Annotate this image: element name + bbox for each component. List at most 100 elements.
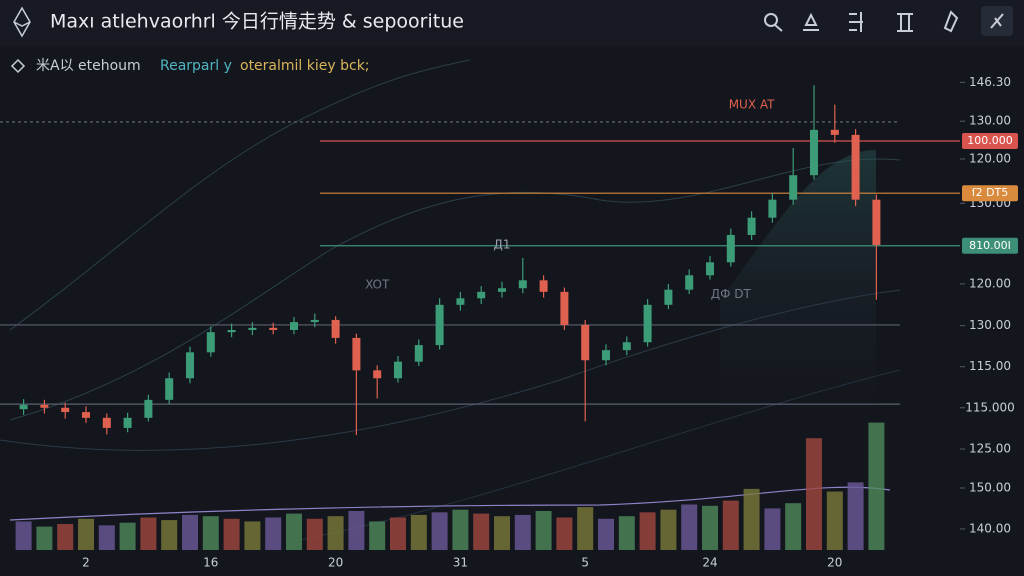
candle-body xyxy=(726,234,735,263)
candle-body xyxy=(186,352,194,379)
indicators-button[interactable] xyxy=(849,12,863,32)
volume-bar xyxy=(577,507,594,550)
annotation: Д1 xyxy=(493,238,510,252)
volume-bar xyxy=(390,517,406,550)
legend-values: oteralmil kiey bck; xyxy=(240,58,370,74)
volume-bar xyxy=(223,518,240,550)
volume-bar xyxy=(452,509,469,550)
volume-bar xyxy=(598,518,614,550)
candle-body xyxy=(165,378,174,400)
level-label: 810.00I xyxy=(969,239,1011,252)
candle-body xyxy=(664,289,673,305)
y-tick-label: 115.000 xyxy=(965,400,1015,414)
candle-body xyxy=(706,262,714,276)
x-tick-label: 16 xyxy=(203,556,218,570)
volume-bar xyxy=(119,522,136,550)
toolbar-icons xyxy=(764,6,1013,36)
x-tick-label: 24 xyxy=(702,556,717,570)
annotation: XOT xyxy=(365,278,390,292)
candle-body xyxy=(768,199,777,218)
volume-bar xyxy=(410,514,427,550)
candle-body xyxy=(581,324,590,361)
candle-body xyxy=(435,304,444,346)
y2-tick-label: 150.00 xyxy=(969,480,1011,494)
volume-bar xyxy=(847,482,864,550)
y-tick-label: 120.00 xyxy=(969,276,1011,290)
candle-body xyxy=(227,330,236,333)
volume-bar xyxy=(244,521,261,550)
level-label: 100.000 xyxy=(967,134,1013,147)
candle-body xyxy=(352,337,361,371)
candle-body xyxy=(102,417,111,428)
volume-bar xyxy=(722,500,739,550)
candle-body xyxy=(206,332,215,353)
volume-bar xyxy=(826,491,843,550)
volume-bar xyxy=(764,508,781,550)
x-tick-label: 31 xyxy=(453,556,468,570)
volume-average xyxy=(9,486,891,521)
candle-body xyxy=(310,319,319,323)
candle-body xyxy=(82,412,90,418)
y2-tick-label: 125.00 xyxy=(969,441,1011,455)
candle-body xyxy=(789,175,798,200)
candle-body xyxy=(248,327,257,330)
highlight-area xyxy=(720,150,876,420)
candle-body xyxy=(498,288,506,292)
y-tick-label: 120.00 xyxy=(969,152,1011,166)
alert-button[interactable] xyxy=(943,10,959,33)
volume-bar xyxy=(806,438,822,550)
legend-indicator: Rearparl y xyxy=(160,58,232,74)
volume-bar xyxy=(868,422,885,550)
candle-body xyxy=(810,129,818,176)
level-tag xyxy=(962,237,1018,254)
legend-symbol: 米A以 etehoum xyxy=(36,58,141,74)
volume-bar xyxy=(286,513,302,550)
volume-bar xyxy=(161,520,178,550)
volume-bar xyxy=(98,525,115,550)
candle-body xyxy=(622,342,631,351)
volume-bar xyxy=(556,517,573,550)
title: Maxı atlehvaorhrl 今日行情走势 & sepooritue xyxy=(50,11,464,33)
candle-body xyxy=(40,404,49,408)
candle-body xyxy=(560,291,569,325)
candle-body xyxy=(123,417,132,428)
logo xyxy=(13,6,31,38)
x-tick-label: 2 xyxy=(82,556,90,570)
volume-bar xyxy=(306,518,323,550)
volume-bar xyxy=(494,516,510,550)
volume-bar xyxy=(535,511,552,550)
volume-bar xyxy=(369,521,386,550)
candle-body xyxy=(830,129,839,135)
volume-bar xyxy=(660,509,677,550)
candle-body xyxy=(477,291,486,299)
annotation: MUX AT xyxy=(729,98,775,112)
candle-body xyxy=(602,350,610,361)
candle-body xyxy=(394,361,402,379)
search-button[interactable] xyxy=(764,13,783,32)
volume-bar xyxy=(473,513,490,550)
volume-bar xyxy=(431,512,448,550)
volume-bar xyxy=(265,517,282,550)
volume-bar xyxy=(140,517,157,550)
candle-body xyxy=(373,370,382,379)
volume-bar xyxy=(202,516,219,550)
candle-body xyxy=(290,322,298,330)
candle-body xyxy=(643,304,652,343)
y-tick-label: 130.00 xyxy=(969,318,1011,332)
volume-bar xyxy=(327,516,344,550)
candle-body xyxy=(331,319,340,338)
volume-bar xyxy=(743,488,760,550)
volume-bar xyxy=(57,524,74,550)
volume-bar xyxy=(348,511,365,550)
compare-button[interactable] xyxy=(897,13,913,32)
volume-bar xyxy=(514,514,531,550)
chart-type-button[interactable] xyxy=(803,12,819,31)
x-tick-label: 5 xyxy=(581,556,589,570)
y-tick-label: 115.00 xyxy=(969,359,1011,373)
candle-body xyxy=(414,345,423,362)
candle-body xyxy=(518,280,527,289)
volume-bar xyxy=(78,518,94,550)
y2-tick-label: 140.00 xyxy=(969,521,1011,535)
volume-bar xyxy=(785,503,802,550)
